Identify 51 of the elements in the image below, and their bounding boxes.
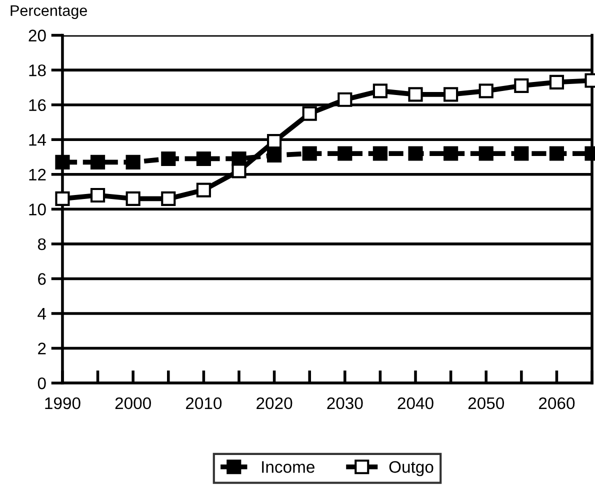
y-tick-label: 2: [38, 342, 46, 354]
legend-label: Income: [262, 461, 314, 473]
x-tick-label: 2060: [539, 397, 575, 410]
point: [338, 146, 352, 161]
point: [514, 146, 529, 161]
point: [161, 151, 176, 166]
y-tick-label: 0: [38, 377, 46, 390]
point: [55, 154, 70, 170]
y-tick-label: 8: [38, 238, 46, 250]
x-tick-label: 2020: [256, 397, 292, 410]
point: [338, 92, 352, 107]
point: [232, 164, 246, 178]
point: [549, 146, 564, 161]
point: [126, 154, 140, 170]
point: [372, 84, 388, 98]
point: [302, 146, 317, 161]
point: [161, 191, 176, 206]
y-axis-title: Percentage: [10, 5, 87, 20]
y-tick-label: 12: [29, 168, 46, 180]
y-tick-label: 18: [29, 64, 46, 76]
y-tick-label: 14: [29, 134, 46, 146]
point: [267, 134, 282, 149]
point: [55, 191, 70, 206]
x-tick-label: 2040: [398, 397, 434, 410]
legend-label: Outgo: [389, 461, 434, 476]
point: [408, 87, 423, 102]
point: [444, 146, 458, 161]
point: [302, 106, 317, 121]
point: [90, 188, 106, 203]
y-tick-label: 16: [29, 99, 46, 112]
x-tick-label: 2030: [327, 397, 363, 410]
point: [196, 151, 211, 166]
point: [90, 154, 106, 170]
y-tick-label: 20: [28, 30, 46, 42]
point: [478, 146, 494, 161]
x-tick-label: 2010: [186, 397, 222, 410]
point: [267, 148, 282, 163]
point: [196, 182, 211, 198]
point: [408, 146, 423, 161]
point: [514, 78, 529, 93]
y-tick-label: 4: [38, 308, 46, 320]
point: [478, 84, 494, 98]
point: [372, 146, 388, 161]
x-tick-label: 2050: [468, 397, 504, 410]
point: [549, 74, 564, 90]
point: [444, 87, 458, 102]
y-tick-label: 10: [29, 204, 46, 216]
x-tick-label: 1990: [45, 397, 80, 410]
point: [126, 191, 140, 206]
y-tick-label: 6: [38, 273, 46, 285]
x-tick-label: 2000: [115, 397, 151, 410]
